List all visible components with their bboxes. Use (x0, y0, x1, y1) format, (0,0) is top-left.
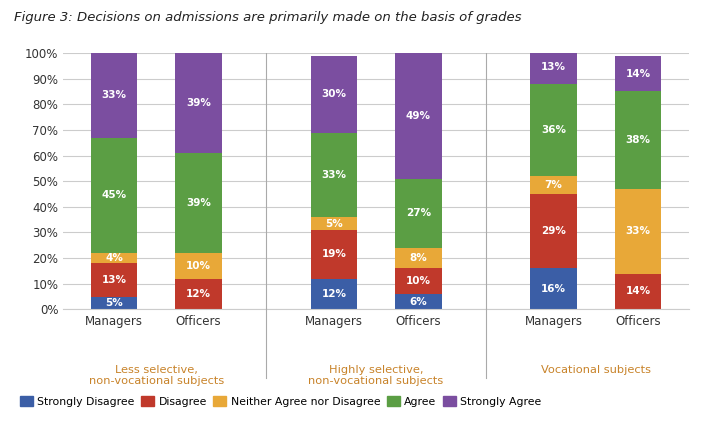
Text: 33%: 33% (626, 226, 651, 236)
Text: 30%: 30% (321, 89, 347, 99)
Bar (395, 248, 441, 268)
Text: 19%: 19% (321, 249, 347, 259)
Legend: Strongly Disagree, Disagree, Neither Agree nor Disagree, Agree, Strongly Agree: Strongly Disagree, Disagree, Neither Agr… (15, 392, 546, 411)
Text: 38%: 38% (626, 135, 651, 145)
Text: 6%: 6% (410, 297, 427, 307)
Bar (395, 268, 441, 294)
Bar (311, 56, 357, 133)
Text: 36%: 36% (541, 125, 566, 135)
Text: 13%: 13% (101, 275, 127, 285)
Bar (91, 297, 137, 309)
Bar (615, 56, 662, 91)
Text: 33%: 33% (321, 170, 347, 180)
Text: 7%: 7% (545, 180, 562, 190)
Bar (530, 50, 577, 84)
Text: 10%: 10% (186, 261, 211, 271)
Text: 5%: 5% (325, 218, 342, 229)
Bar (175, 153, 222, 253)
Bar (530, 268, 577, 309)
Text: 14%: 14% (626, 69, 651, 79)
Text: 29%: 29% (541, 226, 566, 236)
Bar (530, 84, 577, 176)
Text: Vocational subjects: Vocational subjects (541, 365, 651, 375)
Text: 16%: 16% (541, 284, 566, 294)
Text: 12%: 12% (186, 289, 211, 299)
Bar (395, 294, 441, 309)
Bar (311, 278, 357, 309)
Text: 33%: 33% (101, 90, 127, 100)
Bar (175, 253, 222, 278)
Bar (311, 133, 357, 217)
Bar (91, 53, 137, 137)
Bar (395, 53, 441, 179)
Bar (615, 274, 662, 309)
Text: 8%: 8% (410, 253, 427, 263)
Bar (311, 230, 357, 278)
Bar (615, 189, 662, 274)
Bar (175, 53, 222, 153)
Text: 39%: 39% (186, 98, 211, 108)
Bar (530, 176, 577, 194)
Text: 45%: 45% (101, 191, 127, 200)
Bar (311, 217, 357, 230)
Bar (91, 253, 137, 263)
Bar (175, 278, 222, 309)
Text: 12%: 12% (321, 289, 347, 299)
Text: 10%: 10% (406, 276, 431, 286)
Text: Less selective,
non-vocational subjects: Less selective, non-vocational subjects (89, 365, 224, 386)
Text: 5%: 5% (105, 298, 123, 308)
Text: 27%: 27% (406, 208, 431, 218)
Text: 49%: 49% (406, 111, 431, 121)
Bar (91, 137, 137, 253)
Text: 4%: 4% (105, 253, 123, 263)
Text: 39%: 39% (186, 198, 211, 208)
Bar (530, 194, 577, 268)
Bar (91, 263, 137, 297)
Bar (615, 91, 662, 189)
Text: 13%: 13% (541, 62, 566, 72)
Bar (395, 179, 441, 248)
Text: 14%: 14% (626, 286, 651, 297)
Text: Highly selective,
non-vocational subjects: Highly selective, non-vocational subject… (309, 365, 444, 386)
Text: Figure 3: Decisions on admissions are primarily made on the basis of grades: Figure 3: Decisions on admissions are pr… (14, 11, 522, 24)
